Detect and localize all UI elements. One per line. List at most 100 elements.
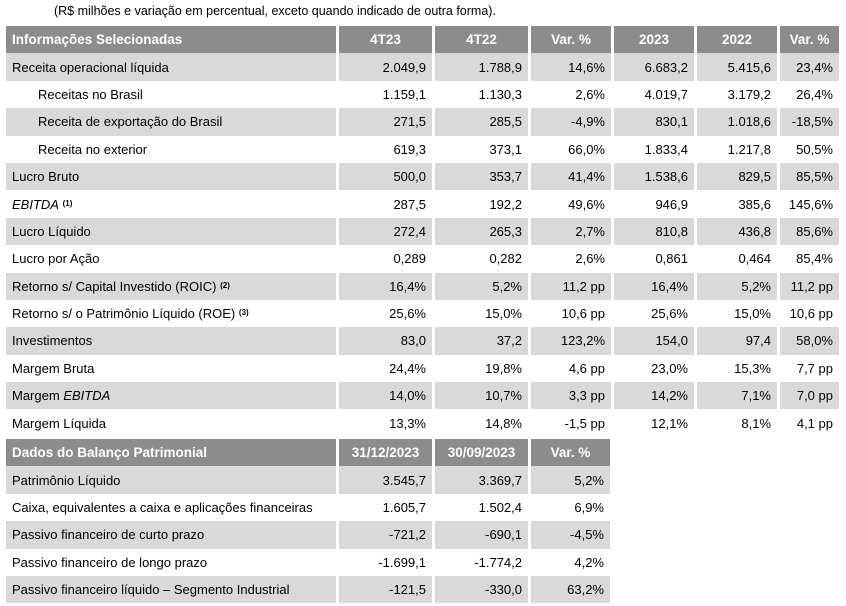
- header-var-quarter: Var. %: [531, 26, 614, 54]
- cell-value: 10,6 pp: [780, 299, 842, 328]
- cell-value: 85,5%: [780, 162, 842, 191]
- cell-value: 16,4%: [339, 272, 435, 300]
- cell-value: 192,2: [435, 190, 531, 218]
- cell-value: 13,3%: [339, 409, 435, 437]
- row-label: Passivo financeiro líquido – Segmento In…: [6, 575, 339, 604]
- row-label: Caixa, equivalentes a caixa e aplicações…: [6, 493, 339, 522]
- cell-value: 11,2 pp: [531, 272, 614, 300]
- cell-value: 265,3: [435, 217, 531, 246]
- cell-value: 385,6: [697, 190, 780, 218]
- cell-value: 16,4%: [614, 272, 697, 300]
- cell-value: -4,5%: [531, 521, 613, 549]
- cell-value: 123,2%: [531, 327, 614, 355]
- cell-value: 24,4%: [339, 354, 435, 383]
- balance-sheet-table: Dados do Balanço Patrimonial 31/12/2023 …: [6, 439, 613, 604]
- cell-value: 145,6%: [780, 190, 842, 218]
- table-row: Lucro por Ação 0,289 0,282 2,6% 0,861 0,…: [6, 245, 842, 273]
- row-label: Margem Bruta: [6, 354, 339, 383]
- row-label-cell: Retorno s/ o Patrimônio Líquido (ROE) (3…: [6, 299, 339, 328]
- table-row: Passivo financeiro de curto prazo -721,2…: [6, 521, 613, 549]
- header-balance-sheet-data: Dados do Balanço Patrimonial: [6, 439, 339, 467]
- cell-value: 14,6%: [531, 53, 614, 81]
- cell-value: 830,1: [614, 108, 697, 136]
- header-2022: 2022: [697, 26, 780, 54]
- row-label: Patrimônio Líquido: [6, 466, 339, 494]
- cell-value: 285,5: [435, 108, 531, 136]
- table-row: Retorno s/ o Patrimônio Líquido (ROE) (3…: [6, 299, 842, 328]
- cell-value: 6,9%: [531, 493, 613, 522]
- cell-value: 58,0%: [780, 327, 842, 355]
- cell-value: 4,1 pp: [780, 409, 842, 437]
- table-row: Margem Líquida 13,3% 14,8% -1,5 pp 12,1%…: [6, 409, 842, 437]
- cell-value: 83,0: [339, 327, 435, 355]
- cell-value: 14,2%: [614, 382, 697, 410]
- cell-value: 500,0: [339, 162, 435, 191]
- header-4t23: 4T23: [339, 26, 435, 54]
- cell-value: -121,5: [339, 575, 435, 604]
- cell-value: 6.683,2: [614, 53, 697, 81]
- table-row: Caixa, equivalentes a caixa e aplicações…: [6, 493, 613, 522]
- row-label: Retorno s/ Capital Investido (ROIC): [12, 278, 217, 294]
- row-label: EBITDA: [12, 196, 59, 212]
- cell-value: 436,8: [697, 217, 780, 246]
- footnote-marker: (1): [62, 198, 73, 208]
- cell-value: 1.217,8: [697, 135, 780, 163]
- table-row: Investimentos 83,0 37,2 123,2% 154,0 97,…: [6, 327, 842, 355]
- cell-value: 829,5: [697, 162, 780, 191]
- cell-value: 15,0%: [435, 299, 531, 328]
- row-label: Lucro Bruto: [6, 162, 339, 191]
- cell-value: 4,2%: [531, 548, 613, 576]
- cell-value: -1,5 pp: [531, 409, 614, 437]
- cell-value: 946,9: [614, 190, 697, 218]
- cell-value: 5,2%: [531, 466, 613, 494]
- table-row: Lucro Líquido 272,4 265,3 2,7% 810,8 436…: [6, 217, 842, 246]
- header-var: Var. %: [531, 439, 613, 467]
- cell-value: 4.019,7: [614, 80, 697, 109]
- row-label: Lucro Líquido: [6, 217, 339, 246]
- cell-value: 619,3: [339, 135, 435, 163]
- cell-value: 49,6%: [531, 190, 614, 218]
- cell-value: 2,7%: [531, 217, 614, 246]
- cell-value: 2,6%: [531, 245, 614, 273]
- footnote-marker: (3): [238, 308, 249, 318]
- row-label: Receita de exportação do Brasil: [6, 108, 339, 136]
- table-row: Passivo financeiro líquido – Segmento In…: [6, 575, 613, 604]
- cell-value: -721,2: [339, 521, 435, 549]
- cell-value: 3,3 pp: [531, 382, 614, 410]
- cell-value: 3.369,7: [435, 466, 531, 494]
- row-label: Receita no exterior: [6, 135, 339, 163]
- row-label: Passivo financeiro de longo prazo: [6, 548, 339, 576]
- header-selected-information: Informações Selecionadas: [6, 26, 339, 54]
- header-var-year: Var. %: [780, 26, 842, 54]
- cell-value: 1.788,9: [435, 53, 531, 81]
- table-row: Lucro Bruto 500,0 353,7 41,4% 1.538,6 82…: [6, 162, 842, 191]
- cell-value: 2,6%: [531, 80, 614, 109]
- row-label-prefix: Margem: [12, 388, 60, 404]
- cell-value: -4,9%: [531, 108, 614, 136]
- cell-value: 1.605,7: [339, 493, 435, 522]
- cell-value: 353,7: [435, 162, 531, 191]
- row-label: Receita operacional líquida: [6, 53, 339, 81]
- row-label: Investimentos: [6, 327, 339, 355]
- table-header-row: Dados do Balanço Patrimonial 31/12/2023 …: [6, 439, 613, 467]
- cell-value: 50,5%: [780, 135, 842, 163]
- cell-value: 63,2%: [531, 575, 613, 604]
- cell-value: 11,2 pp: [780, 272, 842, 300]
- cell-value: 19,8%: [435, 354, 531, 383]
- cell-value: -330,0: [435, 575, 531, 604]
- cell-value: 97,4: [697, 327, 780, 355]
- cell-value: 25,6%: [339, 299, 435, 328]
- cell-value: 0,282: [435, 245, 531, 273]
- cell-value: 287,5: [339, 190, 435, 218]
- cell-value: 5,2%: [435, 272, 531, 300]
- table-row: Margem Bruta 24,4% 19,8% 4,6 pp 23,0% 15…: [6, 354, 842, 383]
- cell-value: 8,1%: [697, 409, 780, 437]
- cell-value: 373,1: [435, 135, 531, 163]
- header-4t22: 4T22: [435, 26, 531, 54]
- cell-value: 272,4: [339, 217, 435, 246]
- units-note: (R$ milhões e variação em percentual, ex…: [54, 4, 496, 18]
- cell-value: 154,0: [614, 327, 697, 355]
- table-row: Receita no exterior 619,3 373,1 66,0% 1.…: [6, 135, 842, 163]
- cell-value: -1.774,2: [435, 548, 531, 576]
